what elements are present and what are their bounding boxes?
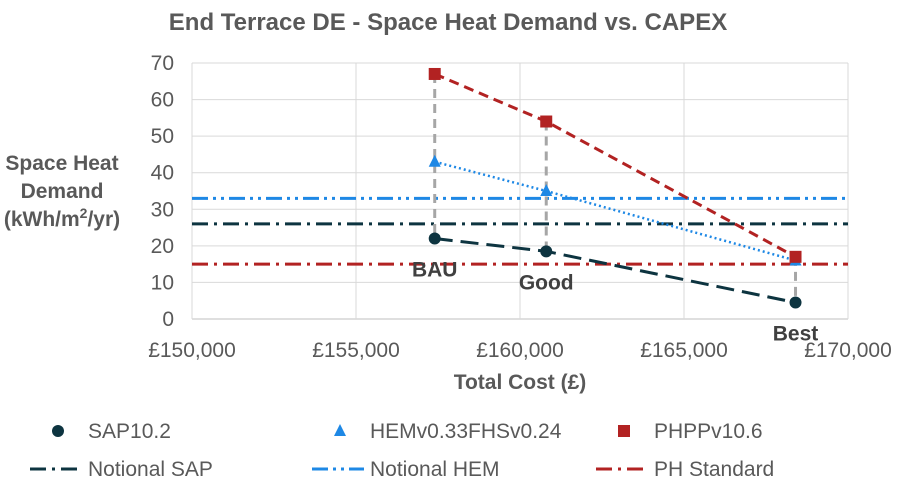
- legend-item-notional-hem: Notional HEM: [312, 458, 500, 481]
- legend-item-sap10-2: SAP10.2: [52, 420, 171, 443]
- y-tick-label: 0: [162, 308, 174, 331]
- series-line-phppv10-6: [434, 72, 797, 259]
- point-label-bau: BAU: [412, 259, 458, 282]
- x-tick-label: £160,000: [476, 339, 564, 362]
- x-axis-title: Total Cost (£): [454, 371, 587, 394]
- legend-item-hemv0-33fhsv0-24: HEMv0.33FHSv0.24: [334, 420, 562, 443]
- y-axis-title-line-1: Space Heat: [5, 152, 118, 175]
- legend-marker-phppv10-6: [618, 425, 630, 437]
- legend-label-notional-hem: Notional HEM: [370, 458, 500, 481]
- tick-labels: 0 10 20 30 40 50 60 70 £150,000 £155,000 £160,000 £…: [148, 52, 892, 362]
- y-tick-label: 50: [151, 125, 174, 148]
- data-point-hemv0-33fhsv0-24: [428, 154, 441, 167]
- y-axis-title-line-2: Demand: [21, 180, 104, 203]
- point-label-best: Best: [773, 323, 819, 346]
- reference-lines: [192, 196, 848, 266]
- y-tick-label: 40: [151, 162, 174, 185]
- series-line-sap10-2: [434, 237, 796, 305]
- legend-label-phppv10-6: PHPPv10.6: [654, 420, 763, 443]
- legend-marker-sap10-2: [52, 425, 64, 437]
- legend-label-sap10-2: SAP10.2: [88, 420, 171, 443]
- point-labels: BAU Good Best: [412, 259, 818, 346]
- drop-lines: [433, 73, 798, 303]
- legend-item-notional-sap: Notional SAP: [30, 458, 213, 481]
- y-axis-title: Space Heat Demand (kWh/m2/yr): [4, 152, 120, 231]
- legend-label-notional-sap: Notional SAP: [88, 458, 213, 481]
- x-tick-label: £155,000: [312, 339, 400, 362]
- legend-label-ph-standard: PH Standard: [654, 458, 774, 481]
- x-tick-label: £150,000: [148, 339, 236, 362]
- y-tick-label: 60: [151, 89, 174, 112]
- y-tick-label: 70: [151, 52, 174, 75]
- data-point-phppv10-6: [540, 115, 553, 128]
- data-point-hemv0-33fhsv0-24: [540, 184, 553, 196]
- chart-title: End Terrace DE - Space Heat Demand vs. C…: [169, 9, 727, 36]
- legend: SAP10.2 HEMv0.33FHSv0.24 PHPPv10.6 Notional…: [30, 420, 774, 481]
- legend-item-phppv10-6: PHPPv10.6: [618, 420, 763, 443]
- legend-marker-hemv0-33fhsv0-24: [334, 424, 346, 436]
- y-tick-label: 20: [151, 235, 174, 258]
- y-axis-title-line-3: (kWh/m2/yr): [4, 205, 120, 231]
- series-phppv10-6: [428, 67, 802, 263]
- legend-label-hemv0-33fhsv0-24: HEMv0.33FHSv0.24: [370, 420, 562, 443]
- x-tick-label: £165,000: [640, 339, 728, 362]
- data-point-phppv10-6: [428, 67, 441, 80]
- series: [428, 67, 802, 309]
- data-point-phppv10-6: [789, 250, 802, 263]
- data-point-sap10-2: [789, 296, 802, 309]
- series-hemv0-33fhsv0-24: [428, 154, 802, 266]
- series-sap10-2: [428, 232, 802, 309]
- legend-item-ph-standard: PH Standard: [596, 458, 774, 481]
- grid: [191, 62, 849, 320]
- point-label-good: Good: [519, 271, 574, 294]
- x-tick-label: £170,000: [804, 339, 892, 362]
- data-point-sap10-2: [540, 245, 553, 258]
- data-point-sap10-2: [428, 232, 441, 245]
- y-tick-label: 10: [151, 271, 174, 294]
- y-tick-label: 30: [151, 198, 174, 221]
